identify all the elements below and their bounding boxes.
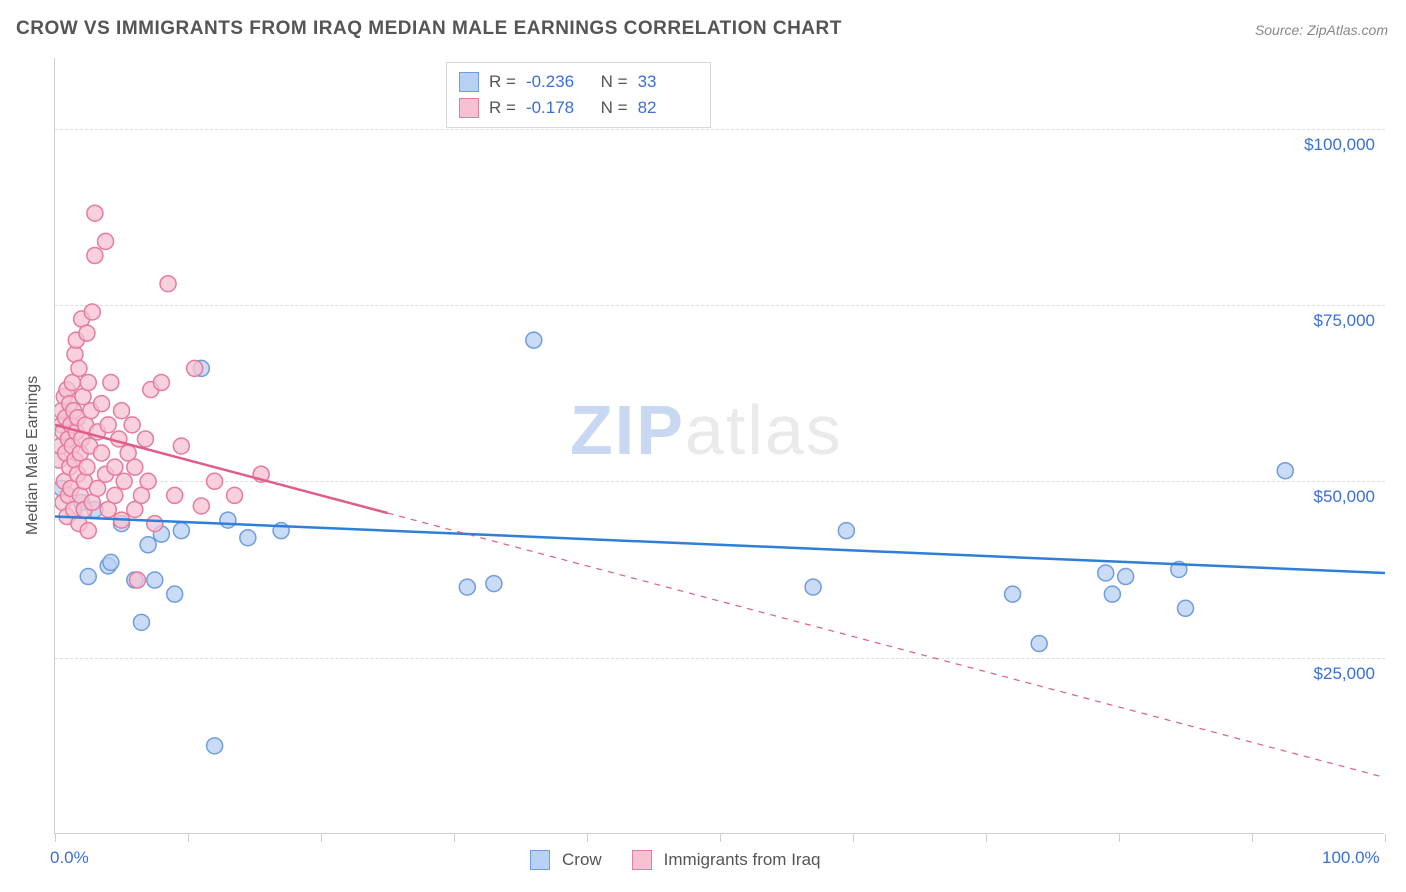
x-tick: [1385, 834, 1386, 842]
data-point-iraq: [103, 375, 119, 391]
data-point-iraq: [80, 375, 96, 391]
data-point-crow: [1005, 586, 1021, 602]
data-point-crow: [1098, 565, 1114, 581]
data-point-crow: [1104, 586, 1120, 602]
data-point-crow: [459, 579, 475, 595]
bottom-swatch-iraq: [632, 850, 652, 870]
data-point-iraq: [124, 417, 140, 433]
data-point-iraq: [80, 523, 96, 539]
x-tick: [188, 834, 189, 842]
correlation-chart: CROW VS IMMIGRANTS FROM IRAQ MEDIAN MALE…: [0, 0, 1406, 892]
data-point-crow: [838, 523, 854, 539]
data-point-iraq: [116, 473, 132, 489]
data-point-iraq: [98, 233, 114, 249]
chart-source: Source: ZipAtlas.com: [1255, 22, 1388, 38]
x-tick: [1119, 834, 1120, 842]
data-point-iraq: [140, 473, 156, 489]
plot-svg: [55, 58, 1385, 834]
data-point-iraq: [173, 438, 189, 454]
data-point-crow: [1031, 636, 1047, 652]
data-point-iraq: [100, 417, 116, 433]
bottom-label-crow: Crow: [562, 850, 602, 870]
data-point-iraq: [167, 487, 183, 503]
data-point-iraq: [71, 360, 87, 376]
data-point-crow: [220, 512, 236, 528]
x-tick: [720, 834, 721, 842]
data-point-crow: [147, 572, 163, 588]
data-point-crow: [103, 554, 119, 570]
data-point-iraq: [227, 487, 243, 503]
data-point-crow: [1178, 600, 1194, 616]
x-tick: [55, 834, 56, 842]
x-tick: [986, 834, 987, 842]
data-point-iraq: [114, 403, 130, 419]
chart-title: CROW VS IMMIGRANTS FROM IRAQ MEDIAN MALE…: [16, 18, 842, 40]
data-point-iraq: [153, 375, 169, 391]
x-tick-label: 0.0%: [50, 848, 89, 868]
data-point-iraq: [107, 487, 123, 503]
data-point-crow: [167, 586, 183, 602]
data-point-iraq: [87, 248, 103, 264]
data-point-iraq: [193, 498, 209, 514]
data-point-iraq: [79, 459, 95, 475]
legend-stat-row-crow: R = -0.236 N = 33: [459, 69, 698, 95]
data-point-iraq: [94, 396, 110, 412]
data-point-crow: [486, 576, 502, 592]
data-point-crow: [1277, 463, 1293, 479]
plot-area: $25,000$50,000$75,000$100,000: [54, 58, 1384, 834]
bottom-swatch-crow: [530, 850, 550, 870]
legend-swatch-crow: [459, 72, 479, 92]
data-point-iraq: [129, 572, 145, 588]
legend-r-label: R =: [489, 98, 516, 118]
legend-r-label: R =: [489, 72, 516, 92]
x-tick: [1252, 834, 1253, 842]
legend-n-value-crow: 33: [638, 72, 698, 92]
data-point-iraq: [94, 445, 110, 461]
legend-r-value-iraq: -0.178: [526, 98, 586, 118]
data-point-crow: [1118, 569, 1134, 585]
data-point-iraq: [137, 431, 153, 447]
legend-r-value-crow: -0.236: [526, 72, 586, 92]
legend-n-label: N =: [596, 72, 628, 92]
data-point-crow: [80, 569, 96, 585]
legend-n-label: N =: [596, 98, 628, 118]
legend-stats: R = -0.236 N = 33 R = -0.178 N = 82: [446, 62, 711, 128]
data-point-crow: [173, 523, 189, 539]
data-point-iraq: [84, 304, 100, 320]
data-point-iraq: [160, 276, 176, 292]
legend-stat-row-iraq: R = -0.178 N = 82: [459, 95, 698, 121]
data-point-crow: [207, 738, 223, 754]
data-point-iraq: [187, 360, 203, 376]
legend-n-value-iraq: 82: [638, 98, 698, 118]
data-point-iraq: [90, 480, 106, 496]
data-point-iraq: [127, 459, 143, 475]
data-point-crow: [133, 614, 149, 630]
x-tick: [587, 834, 588, 842]
trend-line-crow: [55, 517, 1385, 573]
data-point-iraq: [87, 205, 103, 221]
data-point-crow: [805, 579, 821, 595]
data-point-iraq: [79, 325, 95, 341]
data-point-crow: [240, 530, 256, 546]
x-tick: [454, 834, 455, 842]
data-point-crow: [526, 332, 542, 348]
y-axis-label: Median Male Earnings: [24, 376, 42, 535]
x-tick: [853, 834, 854, 842]
legend-series: Crow Immigrants from Iraq: [530, 850, 838, 870]
x-tick: [321, 834, 322, 842]
data-point-iraq: [107, 459, 123, 475]
data-point-iraq: [207, 473, 223, 489]
data-point-iraq: [147, 516, 163, 532]
data-point-crow: [140, 537, 156, 553]
legend-swatch-iraq: [459, 98, 479, 118]
x-tick-label: 100.0%: [1322, 848, 1380, 868]
bottom-label-iraq: Immigrants from Iraq: [664, 850, 821, 870]
